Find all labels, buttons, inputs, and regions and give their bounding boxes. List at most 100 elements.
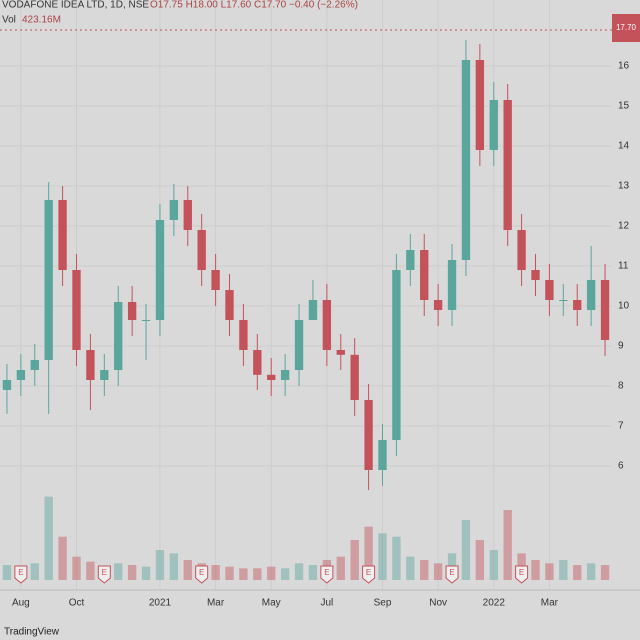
volume-bar [531,560,540,580]
candle-body [406,250,415,270]
candle-body [420,250,429,300]
volume-bar [183,560,192,580]
volume-bar [58,536,67,580]
volume-bar [600,565,610,580]
candle-body [280,370,290,380]
candle-body [573,300,582,310]
candle-body [141,320,151,321]
candle-body [183,200,192,230]
candle-body [350,354,359,400]
candle-body [30,360,39,370]
candle-body [392,270,401,440]
candle-body [197,230,206,270]
volume-bar [545,563,554,580]
candle-body [211,270,220,290]
candle-body [169,200,179,220]
candle-body [336,350,345,355]
x-tick-label: Nov [429,598,447,609]
earnings-marker [515,565,529,584]
x-tick-label: 2022 [483,598,506,609]
x-tick-label: Oct [69,598,85,609]
volume-bar [267,566,276,580]
volume-bar [573,565,582,580]
candle-body [559,300,568,301]
volume-bar [378,533,387,580]
volume-label: Vol [2,15,16,26]
volume-bar [280,568,290,580]
earnings-marker [362,565,376,584]
last-price: 17.70 [616,23,637,32]
volume-bar [169,553,179,580]
earnings-label: E [519,568,524,577]
candle-body [475,60,485,150]
earnings-label: E [102,568,107,577]
earnings-label: E [18,568,23,577]
volume-bar [475,540,485,580]
earnings-marker [97,565,111,584]
y-tick-label: 14 [618,141,630,152]
candle-body [461,60,471,260]
earnings-marker [14,565,28,584]
candle-body [44,200,53,360]
volume-bar [308,565,318,580]
volume-bar [127,565,137,580]
x-tick-label: 2021 [149,598,172,609]
candle-body [322,300,332,350]
y-tick-label: 12 [618,221,630,232]
earnings-label: E [449,568,454,577]
volume-bar [2,565,12,580]
x-tick-label: May [262,598,281,609]
volume-bar [364,526,373,580]
volume-bar [350,540,359,580]
candle-body [267,374,276,380]
volume-bar [211,565,220,580]
y-tick-label: 9 [618,341,624,352]
volume-bar [44,496,53,580]
y-tick-label: 10 [618,301,630,312]
volume-bar [559,560,568,580]
candle-body [294,320,304,370]
volume-bar [30,563,39,580]
volume-bar [336,556,345,580]
volume-bar [392,536,401,580]
y-tick-label: 16 [618,61,630,72]
candle-body [489,100,498,150]
x-tick-label: Mar [207,598,225,609]
volume-bar [461,520,471,580]
volume-bar [503,510,512,580]
candle-body [545,280,554,300]
earnings-marker [195,565,209,584]
candle-body [586,280,596,310]
brand: TradingView [4,627,60,638]
candle-body [58,200,67,270]
earnings-marker [320,565,334,584]
volume-bar [155,550,165,580]
volume-bar [586,563,596,580]
candle-body [517,230,526,270]
candle-body [600,280,610,340]
candle-body [531,270,540,280]
y-tick-label: 7 [618,421,624,432]
candle-body [503,100,512,230]
symbol: VODAFONE IDEA LTD, 1D, NSE [2,0,149,11]
volume-bar [433,563,443,580]
candle-body [72,270,81,350]
candle-body [16,370,26,380]
volume-bar [294,563,304,580]
volume-bar [239,568,248,580]
candle-body [364,400,373,470]
candle-body [253,350,262,375]
last-price-tag [612,14,640,42]
y-tick-label: 8 [618,381,624,392]
candle-body [100,370,109,380]
candle-body [127,302,137,320]
x-tick-label: Sep [374,598,392,609]
earnings-marker [445,565,459,584]
candle-body [433,300,443,310]
candle-body [86,350,95,380]
volume-bar [141,566,151,580]
volume-value: 423.16M [22,15,61,26]
volume-bar [72,556,81,580]
